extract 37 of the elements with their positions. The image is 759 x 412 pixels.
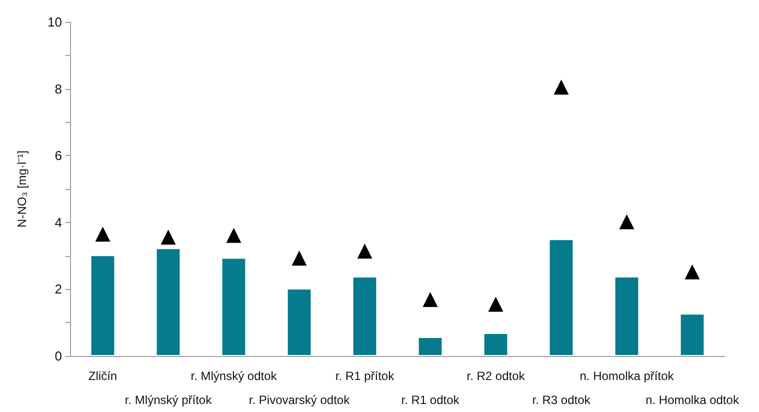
- bar: [352, 276, 378, 356]
- point: [554, 80, 569, 95]
- bar: [680, 314, 705, 356]
- bar: [483, 332, 508, 356]
- bar: [418, 336, 443, 356]
- x-tick-label: r. R1 přítok: [335, 369, 396, 383]
- bar: [156, 248, 181, 356]
- x-tick-label: r. R1 odtok: [401, 393, 460, 407]
- bar: [90, 255, 116, 356]
- point: [619, 214, 634, 230]
- x-tick-label: r. Pivovarský odtok: [248, 393, 351, 407]
- bar: [221, 258, 246, 356]
- x-tick-label: r. Mlýnský odtok: [190, 369, 278, 383]
- point: [422, 292, 438, 308]
- x-tick-label: r. Mlýnský přítok: [124, 393, 213, 407]
- point: [292, 250, 307, 266]
- y-tick-label: 8: [54, 81, 62, 96]
- bar: [614, 276, 640, 356]
- y-tick-label: 6: [54, 148, 62, 164]
- x-tick-label: r. R3 odtok: [532, 393, 592, 407]
- x-tick-label: r. R2 odtok: [466, 369, 526, 383]
- point: [357, 244, 372, 259]
- x-tick-label: n. Homolka přítok: [580, 369, 675, 383]
- x-tick-label: Zličín: [88, 369, 118, 383]
- y-tick-label: 4: [54, 214, 62, 230]
- y-tick-label: 10: [48, 14, 62, 30]
- y-axis-title: N-NO₃ [mg·l⁻¹]: [15, 150, 29, 228]
- point: [95, 226, 110, 242]
- y-tick-label: 2: [54, 282, 62, 297]
- bar: [286, 288, 312, 356]
- x-tick-label: n. Homolka odtok: [646, 393, 740, 407]
- point: [226, 228, 242, 243]
- bar: [548, 239, 574, 356]
- y-tick-label: 0: [54, 348, 62, 364]
- point: [160, 230, 176, 245]
- point: [684, 264, 700, 280]
- point: [488, 296, 504, 312]
